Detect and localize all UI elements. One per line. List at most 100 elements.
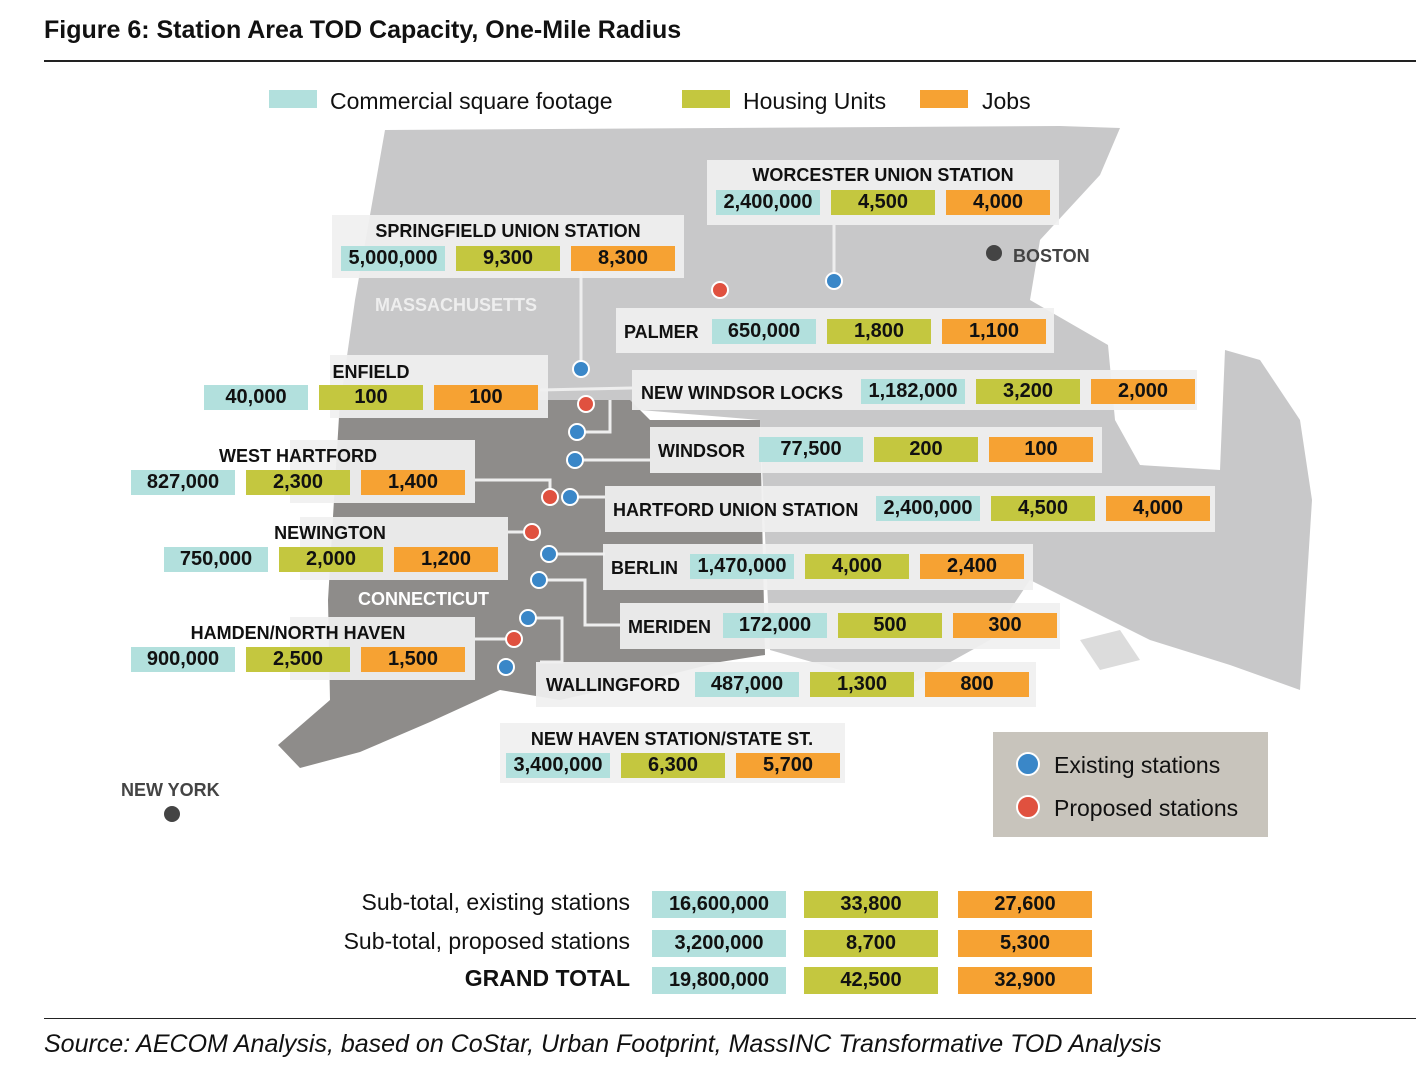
station-name: WALLINGFORD xyxy=(546,675,680,695)
housing-units-value: 4,500 xyxy=(991,496,1095,521)
station-name: ENFIELD xyxy=(332,362,410,382)
jobs-value: 8,300 xyxy=(571,246,675,271)
housing-units-value: 200 xyxy=(874,437,978,462)
station-name: NEW WINDSOR LOCKS xyxy=(641,383,843,403)
total-row-label: GRAND TOTAL xyxy=(464,965,630,991)
legend-swatch-commercial xyxy=(269,90,317,108)
station-name: HARTFORD UNION STATION xyxy=(613,500,859,520)
new-york-dot xyxy=(164,806,180,822)
existing-station-icon xyxy=(1016,752,1040,776)
jobs-value: 2,000 xyxy=(1091,379,1195,404)
proposed-station-icon xyxy=(505,630,523,648)
legend-proposed: Proposed stations xyxy=(1054,795,1239,821)
station-name: PALMER xyxy=(624,322,699,342)
total-value: 42,500 xyxy=(804,967,938,994)
commercial-sqft-value: 77,500 xyxy=(759,437,863,462)
jobs-value: 1,400 xyxy=(361,470,465,495)
total-value: 16,600,000 xyxy=(652,891,786,918)
station-name: WINDSOR xyxy=(658,441,745,461)
total-value: 19,800,000 xyxy=(652,967,786,994)
proposed-station-icon xyxy=(523,523,541,541)
existing-station-icon xyxy=(561,488,579,506)
existing-station-icon xyxy=(540,545,558,563)
source-note: Source: AECOM Analysis, based on CoStar,… xyxy=(44,1030,1162,1058)
legend-existing: Existing stations xyxy=(1054,752,1221,778)
legend-housing: Housing Units xyxy=(743,88,887,114)
proposed-station-icon xyxy=(1016,795,1040,819)
station-name: HAMDEN/NORTH HAVEN xyxy=(190,623,406,643)
bottom-divider xyxy=(44,1018,1416,1019)
commercial-sqft-value: 3,400,000 xyxy=(506,753,610,778)
housing-units-value: 6,300 xyxy=(621,753,725,778)
existing-station-icon xyxy=(566,451,584,469)
station-name: WEST HARTFORD xyxy=(219,446,377,466)
station-name: BERLIN xyxy=(611,558,678,578)
legend-swatch-jobs xyxy=(920,90,968,108)
commercial-sqft-value: 2,400,000 xyxy=(716,190,820,215)
housing-units-value: 4,000 xyxy=(805,554,909,579)
jobs-value: 1,100 xyxy=(942,319,1046,344)
housing-units-value: 1,300 xyxy=(810,672,914,697)
total-value: 5,300 xyxy=(958,930,1092,957)
state-label-massachusetts: MASSACHUSETTS xyxy=(375,295,538,315)
total-value: 33,800 xyxy=(804,891,938,918)
housing-units-value: 100 xyxy=(319,385,423,410)
total-value: 3,200,000 xyxy=(652,930,786,957)
jobs-value: 2,400 xyxy=(920,554,1024,579)
housing-units-value: 9,300 xyxy=(456,246,560,271)
total-value: 8,700 xyxy=(804,930,938,957)
commercial-sqft-value: 1,182,000 xyxy=(861,379,965,404)
housing-units-value: 2,500 xyxy=(246,647,350,672)
station-name: MERIDEN xyxy=(628,617,712,637)
top-divider xyxy=(44,60,1416,62)
total-value: 32,900 xyxy=(958,967,1092,994)
jobs-value: 1,200 xyxy=(394,547,498,572)
housing-units-value: 2,300 xyxy=(246,470,350,495)
housing-units-value: 4,500 xyxy=(831,190,935,215)
existing-station-icon xyxy=(825,272,843,290)
station-name: SPRINGFIELD UNION STATION xyxy=(375,221,641,241)
commercial-sqft-value: 40,000 xyxy=(204,385,308,410)
station-name: WORCESTER UNION STATION xyxy=(752,165,1014,185)
jobs-value: 4,000 xyxy=(1106,496,1210,521)
existing-station-icon xyxy=(519,609,537,627)
legend-jobs: Jobs xyxy=(982,88,1031,114)
station-name: NEWINGTON xyxy=(274,523,386,543)
commercial-sqft-value: 1,470,000 xyxy=(690,554,794,579)
jobs-value: 800 xyxy=(925,672,1029,697)
total-row-label: Sub-total, proposed stations xyxy=(343,928,630,954)
commercial-sqft-value: 900,000 xyxy=(131,647,235,672)
jobs-value: 300 xyxy=(953,613,1057,638)
boston-dot xyxy=(986,245,1002,261)
jobs-value: 5,700 xyxy=(736,753,840,778)
existing-station-icon xyxy=(572,360,590,378)
station-type-legend: Existing stations Proposed stations xyxy=(993,732,1268,837)
housing-units-value: 1,800 xyxy=(827,319,931,344)
commercial-sqft-value: 750,000 xyxy=(164,547,268,572)
legend-commercial: Commercial square footage xyxy=(330,88,613,114)
housing-units-value: 3,200 xyxy=(976,379,1080,404)
commercial-sqft-value: 2,400,000 xyxy=(876,496,980,521)
commercial-sqft-value: 650,000 xyxy=(712,319,816,344)
jobs-value: 100 xyxy=(434,385,538,410)
city-label-boston: BOSTON xyxy=(1013,246,1090,266)
station-name: NEW HAVEN STATION/STATE ST. xyxy=(530,729,814,749)
commercial-sqft-value: 487,000 xyxy=(695,672,799,697)
commercial-sqft-value: 5,000,000 xyxy=(341,246,445,271)
figure-title: Figure 6: Station Area TOD Capacity, One… xyxy=(44,16,682,44)
commercial-sqft-value: 827,000 xyxy=(131,470,235,495)
housing-units-value: 2,000 xyxy=(279,547,383,572)
jobs-value: 4,000 xyxy=(946,190,1050,215)
city-label-new-york: NEW YORK xyxy=(121,780,220,800)
total-row-label: Sub-total, existing stations xyxy=(361,889,630,915)
proposed-station-icon xyxy=(711,281,729,299)
jobs-value: 100 xyxy=(989,437,1093,462)
total-value: 27,600 xyxy=(958,891,1092,918)
proposed-station-icon xyxy=(541,488,559,506)
state-label-connecticut: CONNECTICUT xyxy=(358,589,489,609)
legend-swatch-housing xyxy=(682,90,730,108)
cape-islands xyxy=(1080,630,1140,670)
housing-units-value: 500 xyxy=(838,613,942,638)
jobs-value: 1,500 xyxy=(361,647,465,672)
existing-station-icon xyxy=(530,571,548,589)
